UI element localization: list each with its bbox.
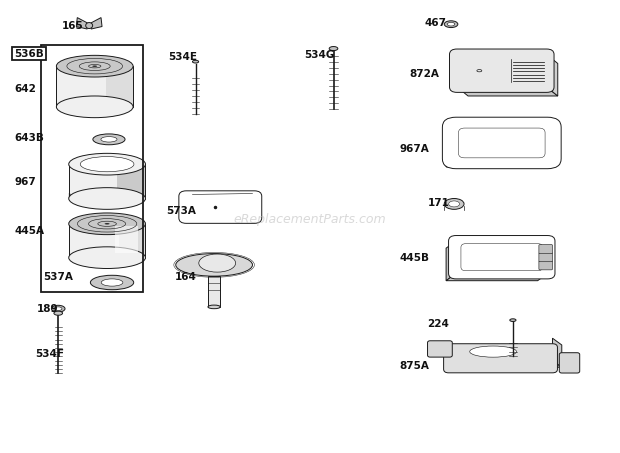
Polygon shape [552,338,562,367]
Polygon shape [115,226,138,253]
Text: 967: 967 [14,177,36,187]
Polygon shape [76,18,87,29]
FancyBboxPatch shape [559,353,580,373]
Polygon shape [446,159,547,167]
Polygon shape [69,224,146,258]
Ellipse shape [101,137,117,142]
Polygon shape [69,164,146,198]
Ellipse shape [175,254,252,276]
Text: 534E: 534E [168,52,197,62]
Ellipse shape [510,319,516,322]
Ellipse shape [56,96,133,118]
FancyBboxPatch shape [461,244,542,271]
Ellipse shape [329,47,338,51]
Polygon shape [91,18,102,29]
FancyBboxPatch shape [450,49,554,92]
Ellipse shape [192,60,198,63]
Ellipse shape [55,307,62,310]
Ellipse shape [86,23,92,29]
FancyBboxPatch shape [444,344,557,373]
Polygon shape [208,276,220,307]
Text: 445B: 445B [400,253,430,263]
Text: eReplacementParts.com: eReplacementParts.com [234,213,386,226]
Text: 534F: 534F [35,349,64,359]
Ellipse shape [91,275,134,290]
Ellipse shape [208,305,220,308]
Polygon shape [446,127,456,167]
Text: 445A: 445A [14,226,44,236]
Ellipse shape [69,213,146,235]
FancyBboxPatch shape [448,236,555,279]
FancyBboxPatch shape [539,245,552,254]
FancyBboxPatch shape [539,253,552,262]
FancyBboxPatch shape [428,341,452,357]
Text: 967A: 967A [400,144,430,154]
Ellipse shape [69,247,146,269]
Ellipse shape [445,198,464,209]
Polygon shape [56,66,133,107]
Text: 165: 165 [61,20,83,30]
Ellipse shape [448,22,454,26]
Ellipse shape [445,21,458,28]
FancyBboxPatch shape [179,191,262,223]
Text: 189: 189 [37,304,58,313]
Ellipse shape [199,254,236,272]
Ellipse shape [101,279,123,286]
Ellipse shape [470,346,516,357]
Text: 875A: 875A [400,361,430,371]
FancyBboxPatch shape [539,261,552,270]
Text: 536B: 536B [14,48,44,58]
Polygon shape [446,241,456,281]
Polygon shape [117,164,146,198]
Ellipse shape [92,66,97,67]
Bar [41,44,143,292]
Polygon shape [69,193,82,198]
Text: 534G: 534G [304,50,334,60]
Ellipse shape [51,305,65,312]
Ellipse shape [105,223,110,225]
Text: 467: 467 [425,18,446,28]
Text: 164: 164 [175,272,197,282]
Ellipse shape [93,134,125,145]
Ellipse shape [54,311,63,315]
Polygon shape [457,87,558,96]
Polygon shape [446,274,547,281]
FancyBboxPatch shape [458,128,545,158]
Ellipse shape [80,157,134,172]
FancyBboxPatch shape [443,117,561,169]
Polygon shape [547,54,558,96]
Text: 537A: 537A [43,272,73,282]
Ellipse shape [69,188,146,209]
Text: 642: 642 [14,84,36,94]
Text: 171: 171 [428,198,450,208]
Polygon shape [118,224,146,258]
Polygon shape [106,66,133,107]
Polygon shape [448,361,562,367]
Text: 573A: 573A [167,206,197,216]
Text: 643B: 643B [14,134,44,144]
Text: 224: 224 [428,318,450,328]
Text: 872A: 872A [409,69,439,79]
Ellipse shape [56,55,133,77]
Ellipse shape [449,201,459,207]
Ellipse shape [69,153,146,175]
